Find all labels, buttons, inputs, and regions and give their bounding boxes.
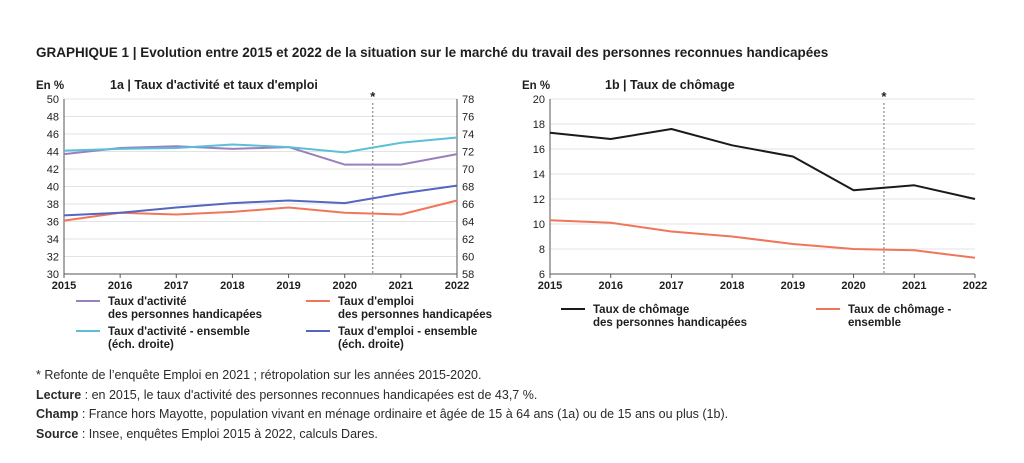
legend-label: Taux d'activité — [108, 296, 187, 308]
marker-star: * — [370, 89, 376, 104]
legend-label: Taux de chômage — [593, 304, 689, 316]
chart-subtitle: 1b | Taux de chômage — [605, 78, 735, 92]
y-tick-label: 16 — [533, 144, 545, 156]
series-line — [63, 199, 458, 222]
chart-1a: 30 32 34 36 38 40 42 44 46 48 50 58 60 62 64 66 68 70 72 74… — [36, 78, 492, 351]
y-tick-label: 48 — [47, 112, 59, 124]
x-tick-label: 2020 — [332, 280, 356, 292]
y-tick-label: 18 — [533, 119, 545, 131]
series-line — [63, 145, 458, 166]
note-source-text: : Insee, enquêtes Emploi 2015 à 2022, ca… — [78, 426, 378, 441]
x-tick-label: 2019 — [276, 280, 300, 292]
y-right-tick-label: 72 — [462, 147, 474, 159]
y-tick-label: 38 — [47, 199, 59, 211]
y-right-tick-label: 68 — [462, 182, 474, 194]
y-right-tick-label: 74 — [462, 129, 474, 141]
legend-label: des personnes handicapées — [338, 309, 492, 321]
y-tick-label: 36 — [47, 217, 59, 229]
series-line — [63, 184, 458, 217]
note-champ-text: : France hors Mayotte, population vivant… — [78, 407, 729, 421]
y-tick-label: 42 — [47, 164, 59, 176]
x-tick-label: 2021 — [389, 280, 413, 292]
y-right-tick-label: 58 — [462, 269, 474, 281]
note-champ-label: Champ — [36, 407, 79, 421]
x-tick-label: 2018 — [220, 280, 244, 292]
x-tick-label: 2015 — [52, 280, 76, 292]
y-tick-label: 32 — [47, 252, 59, 264]
page-title: GRAPHIQUE 1 | Evolution entre 2015 et 20… — [36, 45, 829, 60]
footnotes: * Refonte de l’enquête Emploi en 2021 ; … — [36, 366, 728, 444]
x-tick-label: 2018 — [720, 280, 744, 292]
note-source: Source : Insee, enquêtes Emploi 2015 à 2… — [36, 425, 728, 445]
legend-label: (éch. droite) — [338, 339, 404, 351]
series-line — [549, 128, 976, 200]
y-tick-label: 10 — [533, 219, 545, 231]
legend-label: Taux d'emploi — [338, 296, 414, 308]
y-tick-label: 12 — [533, 194, 545, 206]
x-tick-label: 2019 — [781, 280, 805, 292]
y-tick-label: 50 — [47, 94, 59, 106]
y-tick-label: 6 — [539, 269, 545, 281]
series-line — [549, 219, 976, 259]
y-unit-label: En % — [522, 80, 550, 92]
marker-star: * — [881, 89, 887, 104]
y-right-tick-label: 76 — [462, 112, 474, 124]
note-lecture-label: Lecture — [36, 387, 82, 402]
y-tick-label: 30 — [47, 269, 59, 281]
y-tick-label: 34 — [47, 234, 59, 246]
y-right-tick-label: 66 — [462, 199, 474, 211]
legend-label: des personnes handicapées — [108, 309, 262, 321]
x-tick-label: 2015 — [538, 280, 562, 292]
x-tick-label: 2016 — [598, 280, 622, 292]
y-right-tick-label: 78 — [462, 94, 474, 106]
y-right-tick-label: 60 — [462, 252, 474, 264]
y-tick-label: 14 — [533, 169, 545, 181]
x-tick-label: 2017 — [164, 280, 188, 292]
chart-1b: 6 8 10 12 14 16 18 20 2015 2016 2017 2018 2019 2020 20… — [522, 78, 987, 329]
x-tick-label: 2022 — [445, 280, 469, 292]
y-tick-label: 44 — [47, 147, 59, 159]
y-tick-label: 40 — [47, 182, 59, 194]
legend-label: Taux de chômage - — [848, 304, 951, 316]
x-tick-label: 2022 — [963, 280, 987, 292]
legend-label: Taux d'activité - ensemble — [108, 326, 250, 338]
legend-label: des personnes handicapées — [593, 317, 747, 329]
legend-label: Taux d'emploi - ensemble — [338, 326, 477, 338]
note-star: * Refonte de l’enquête Emploi en 2021 ; … — [36, 368, 482, 382]
y-tick-label: 20 — [533, 94, 545, 106]
x-tick-label: 2021 — [902, 280, 926, 292]
note-lecture: Lecture : en 2015, le taux d'activité de… — [36, 386, 728, 406]
y-unit-label: En % — [36, 80, 64, 92]
y-tick-label: 8 — [539, 244, 545, 256]
legend-label: (éch. droite) — [108, 339, 174, 351]
y-right-tick-label: 62 — [462, 234, 474, 246]
x-tick-label: 2020 — [841, 280, 865, 292]
x-tick-label: 2017 — [659, 280, 683, 292]
chart-subtitle: 1a | Taux d'activité et taux d'emploi — [110, 78, 318, 92]
y-right-tick-label: 70 — [462, 164, 474, 176]
legend-label: ensemble — [848, 317, 901, 329]
note-source-label: Source — [36, 426, 79, 441]
y-right-tick-label: 64 — [462, 217, 474, 229]
series-line — [63, 136, 458, 154]
x-tick-label: 2016 — [108, 280, 132, 292]
note-lecture-text: : en 2015, le taux d'activité des person… — [81, 387, 538, 402]
y-tick-label: 46 — [47, 129, 59, 141]
note-champ: Champ : France hors Mayotte, population … — [36, 405, 728, 425]
